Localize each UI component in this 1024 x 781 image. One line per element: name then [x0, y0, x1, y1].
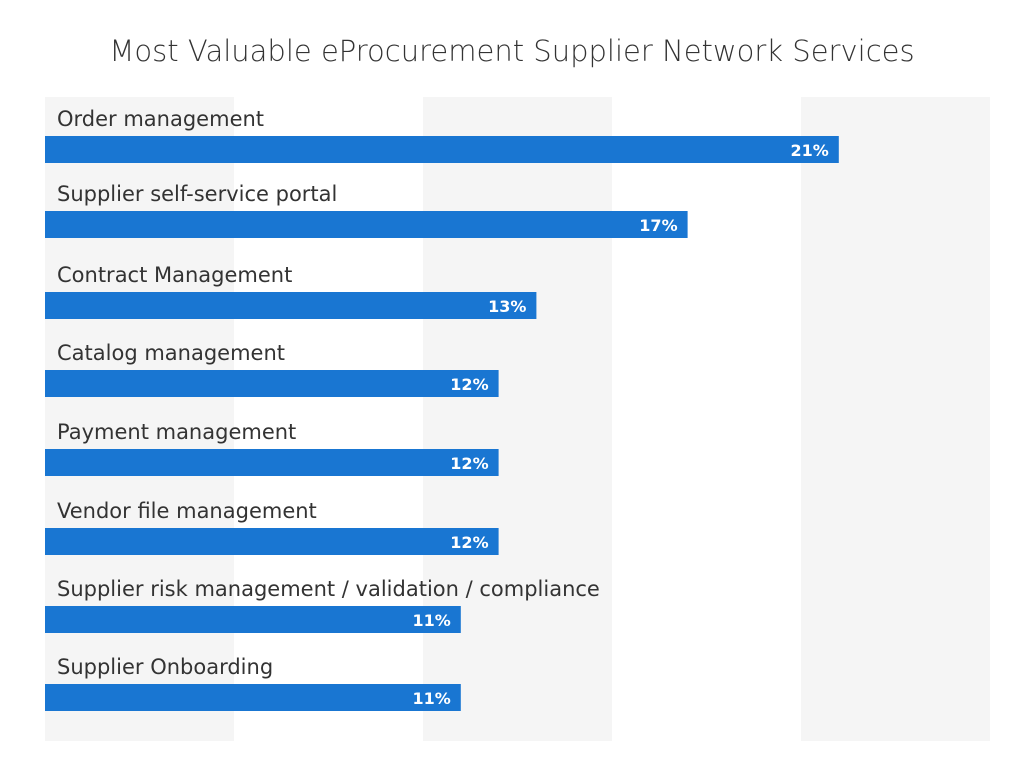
- value-label: 13%: [488, 297, 526, 316]
- value-label: 17%: [639, 216, 677, 235]
- category-label: Supplier risk management / validation / …: [57, 577, 600, 601]
- bar: [45, 370, 499, 397]
- bar: [45, 606, 461, 633]
- chart-title: Most Valuable eProcurement Supplier Netw…: [109, 34, 915, 68]
- grid-band: [423, 97, 612, 741]
- category-label: Payment management: [57, 420, 296, 444]
- bar: [45, 292, 537, 319]
- category-label: Supplier self-service portal: [57, 182, 337, 206]
- category-label: Order management: [57, 107, 264, 131]
- bar: [45, 528, 499, 555]
- value-label: 11%: [413, 611, 451, 630]
- bar: [45, 136, 839, 163]
- bar: [45, 211, 688, 238]
- category-label: Supplier Onboarding: [57, 655, 273, 679]
- category-label: Vendor file management: [57, 499, 317, 523]
- value-label: 12%: [450, 454, 488, 473]
- bar: [45, 684, 461, 711]
- value-label: 11%: [413, 689, 451, 708]
- grid-band: [45, 97, 234, 741]
- value-label: 12%: [450, 533, 488, 552]
- category-label: Contract Management: [57, 263, 292, 287]
- bar: [45, 449, 499, 476]
- category-label: Catalog management: [57, 341, 285, 365]
- grid-band: [801, 97, 990, 741]
- value-label: 12%: [450, 375, 488, 394]
- value-label: 21%: [791, 141, 829, 160]
